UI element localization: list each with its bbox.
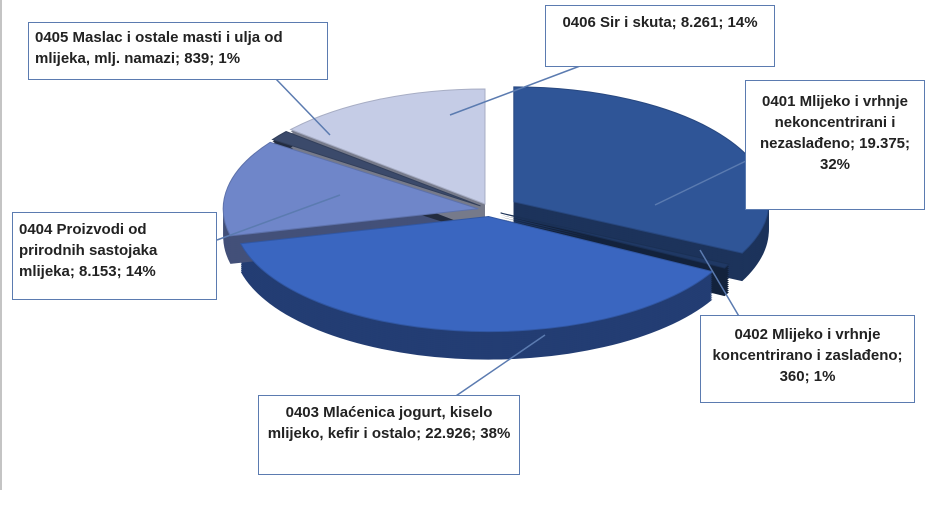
leader-line bbox=[449, 65, 581, 116]
leader-line bbox=[654, 159, 749, 206]
slice bbox=[271, 130, 481, 207]
slice-side bbox=[500, 217, 729, 273]
slice-side bbox=[500, 215, 729, 271]
slice bbox=[239, 216, 714, 333]
slice bbox=[222, 141, 479, 237]
slice-side bbox=[500, 219, 729, 275]
data-label: 0402 Mlijeko i vrhnje koncentrirano i za… bbox=[700, 315, 915, 403]
data-label: 0401 Mlijeko i vrhnje nekoncentrirani i … bbox=[745, 80, 925, 210]
leader-lines bbox=[216, 65, 749, 401]
data-label: 0405 Maslac i ostale masti i ulja od mli… bbox=[28, 22, 328, 80]
data-label: 0404 Proizvodi od prirodnih sastojaka ml… bbox=[12, 212, 217, 300]
leader-line bbox=[216, 194, 341, 241]
data-label: 0403 Mlaćenica jogurt, kiselo mlijeko, k… bbox=[258, 395, 520, 475]
slice-tops bbox=[222, 86, 770, 333]
leader-line bbox=[699, 249, 741, 319]
data-label: 0406 Sir i skuta; 8.261; 14% bbox=[545, 5, 775, 67]
slice bbox=[500, 212, 731, 269]
leader-line bbox=[449, 334, 546, 401]
slice bbox=[289, 88, 486, 205]
slice bbox=[513, 86, 770, 254]
leader-line bbox=[274, 77, 331, 136]
